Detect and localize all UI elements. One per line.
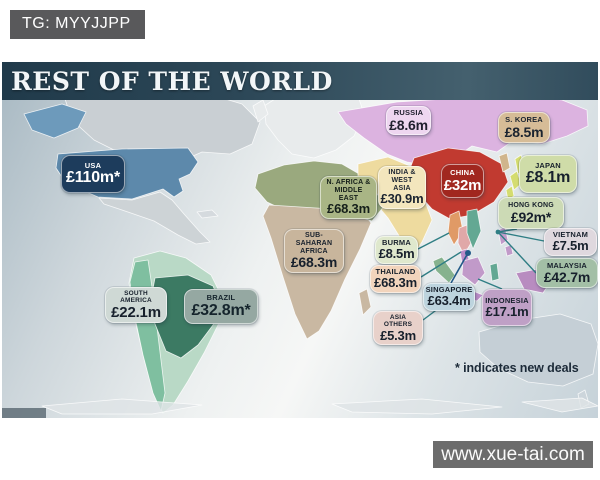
region-name: SINGAPORE (425, 285, 473, 294)
region-value: £32m (443, 176, 482, 194)
region-label-vietnam: VIETNAM £7.5m (544, 228, 597, 256)
region-label-usa: USA £110m* (61, 155, 125, 193)
region-name: SOUTH AMERICA (120, 290, 152, 305)
map-caribbean (196, 209, 219, 219)
region-name: CHINA (450, 168, 475, 178)
region-label-russia: RUSSIA £8.6m (386, 106, 431, 135)
region-name: INDONESIA (485, 295, 529, 305)
region-label-skorea: S. KOREA £8.5m (498, 112, 550, 143)
region-name: JAPAN (535, 160, 561, 170)
map-alaska (23, 103, 87, 139)
hongkong-dot (495, 229, 501, 235)
region-label-southamerica: SOUTH AMERICA £22.1m (105, 287, 167, 323)
region-name: USA (84, 160, 102, 170)
map-vietnam (466, 208, 482, 250)
region-value: £5.3m (380, 327, 416, 343)
map-south-korea (498, 152, 511, 173)
region-name: HONG KONG (508, 201, 554, 209)
singapore-dot (465, 250, 471, 256)
region-name: BRAZIL (206, 293, 236, 303)
region-value: £17.1m (485, 304, 529, 320)
region-name: VIETNAM (552, 230, 589, 239)
region-label-thailand: THAILAND £68.3m (370, 265, 421, 293)
region-name: RUSSIA (393, 108, 424, 118)
region-value: £8.6m (389, 116, 428, 133)
region-value: £68.3m (290, 254, 338, 271)
region-value: £92m* (510, 208, 552, 225)
region-label-asiaothers: ASIA OTHERS £5.3m (373, 311, 423, 345)
map-philippines-2 (504, 244, 514, 257)
region-name: INDIA & WEST ASIA (388, 169, 416, 192)
top-watermark: TG: MYYJJPP (10, 10, 145, 39)
region-value: £8.1m (525, 169, 571, 187)
region-label-burma: BURMA £8.5m (375, 236, 418, 264)
region-name: MALAYSIA (546, 260, 588, 270)
footnote: * indicates new deals (455, 361, 579, 375)
region-name: ASIA OTHERS (383, 314, 413, 329)
map-sumatra (432, 256, 456, 284)
region-value: £22.1m (111, 303, 161, 321)
singapore-connector (450, 229, 501, 284)
region-name: BURMA (382, 238, 411, 247)
map-australia (478, 313, 598, 387)
connector-lines (417, 228, 545, 321)
map-antarctica-1 (41, 398, 203, 415)
region-value: £7.5m (552, 238, 589, 254)
region-name: N. AFRICA & MIDDLE EAST (326, 179, 371, 202)
region-value: £68.3m (374, 275, 417, 291)
region-name: S. KOREA (505, 115, 543, 125)
region-value: £42.7m (543, 269, 591, 286)
region-label-singapore: SINGAPORE £63.4m (423, 283, 475, 311)
region-name: SUB-SAHARAN AFRICA (295, 232, 333, 255)
region-value: £8.5m (378, 246, 415, 262)
region-label-china: CHINA £32m (441, 164, 484, 198)
map-borneo (461, 256, 486, 286)
map-corner-mark (2, 408, 46, 418)
bottom-watermark: www.xue-tai.com (433, 441, 593, 468)
region-label-malaysia: MALAYSIA £42.7m (536, 258, 598, 288)
region-label-indonesia: INDONESIA £17.1m (482, 289, 532, 326)
map-uk (252, 99, 269, 123)
region-value: £110m* (66, 169, 120, 187)
map-mexico-central-america (98, 191, 211, 245)
map-madagascar (358, 288, 372, 316)
region-value: £8.5m (504, 123, 544, 140)
world-map: REST OF THE WORLD USA £110m* RUSSIA £8.6m S.… (2, 62, 598, 418)
map-antarctica-2 (331, 398, 503, 415)
map-sulawesi (489, 262, 500, 282)
region-label-japan: JAPAN £8.1m (519, 155, 577, 193)
region-value: £32.8m* (191, 301, 251, 319)
region-label-nafrica: N. AFRICA & MIDDLE EAST £68.3m (320, 176, 377, 219)
region-label-india: INDIA & WEST ASIA £30.9m (378, 166, 426, 209)
region-label-subsaharan: SUB-SAHARAN AFRICA £68.3m (284, 229, 344, 273)
region-label-hongkong: HONG KONG £92m* (498, 197, 564, 229)
region-labels: USA £110m* RUSSIA £8.6m S. KOREA £8.5m JAPAN £8… (2, 62, 598, 418)
map-antarctica-3 (521, 397, 598, 413)
map-japan-3 (505, 185, 515, 201)
region-value: £63.4m (427, 293, 471, 309)
region-name: THAILAND (375, 267, 416, 276)
region-label-brazil: BRAZIL £32.8m* (184, 289, 258, 324)
region-value: £68.3m (327, 201, 370, 217)
title-banner: REST OF THE WORLD (2, 62, 598, 100)
region-value: £30.9m (380, 191, 424, 207)
map-title: REST OF THE WORLD (11, 66, 333, 96)
